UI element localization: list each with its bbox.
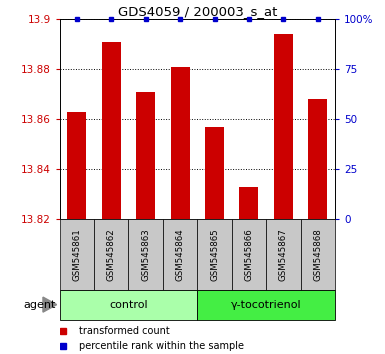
Bar [60,219,94,290]
Text: GSM545861: GSM545861 [72,228,81,281]
Text: GSM545864: GSM545864 [176,228,185,281]
Text: GSM545868: GSM545868 [313,228,322,281]
Bar [163,219,197,290]
Text: agent: agent [23,299,56,310]
Bar [136,92,155,219]
Bar [301,219,335,290]
Bar [67,112,86,219]
Text: percentile rank within the sample: percentile rank within the sample [79,341,243,351]
Bar [197,290,335,320]
Bar [129,219,163,290]
Title: GDS4059 / 200003_s_at: GDS4059 / 200003_s_at [118,5,277,18]
Bar [232,219,266,290]
Text: control: control [109,299,148,310]
Bar [102,42,121,219]
Bar [239,187,258,219]
Bar [197,219,232,290]
Text: GSM545867: GSM545867 [279,228,288,281]
Text: GSM545866: GSM545866 [244,228,253,281]
Bar [171,67,189,219]
Bar [60,290,197,320]
Text: γ-tocotrienol: γ-tocotrienol [231,299,301,310]
Bar [205,127,224,219]
Text: GSM545862: GSM545862 [107,228,116,281]
Polygon shape [43,297,57,312]
Text: GSM545863: GSM545863 [141,228,150,281]
Bar [274,34,293,219]
Text: GSM545865: GSM545865 [210,228,219,281]
Text: transformed count: transformed count [79,326,169,336]
Bar [94,219,129,290]
Bar [308,99,327,219]
Bar [266,219,301,290]
